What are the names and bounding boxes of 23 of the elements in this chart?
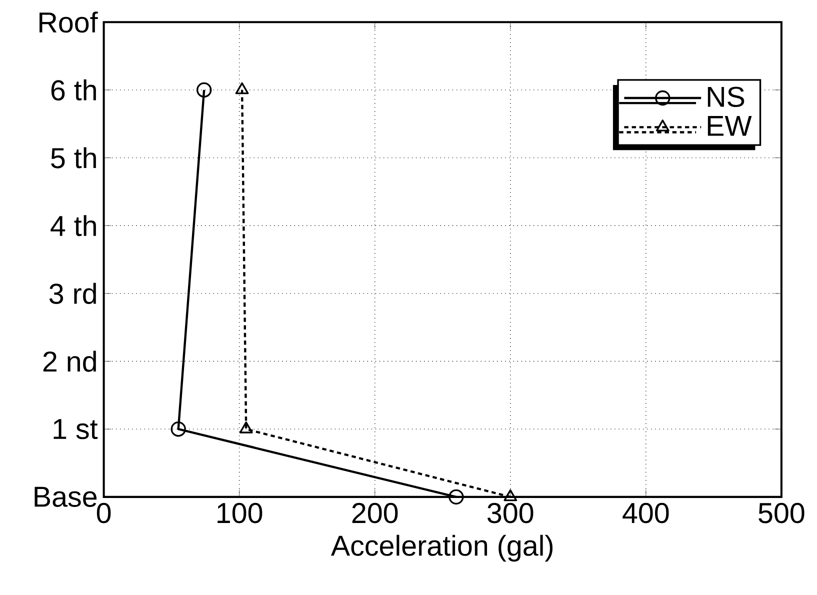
x-tick-label: 300: [488, 502, 534, 524]
x-tick-label: 400: [622, 502, 669, 524]
legend-label: EW: [708, 116, 752, 136]
x-axis-title: Acceleration (gal): [330, 534, 553, 562]
point: [504, 489, 518, 502]
y-tick-label: 3 rd: [49, 282, 96, 304]
y-tick-label: 1 st: [54, 419, 98, 440]
x-tick-label: 100: [218, 502, 262, 524]
x-tick-label: 0: [96, 502, 111, 524]
x-tick-label: 200: [352, 502, 398, 524]
point: [235, 82, 249, 94]
y-tick-label: 4 th: [50, 215, 96, 236]
legend-label: NS: [708, 86, 744, 108]
y-tick-label: 2 nd: [43, 350, 96, 372]
y-tick-label: 6 th: [51, 79, 96, 101]
point: [239, 422, 253, 434]
point: [170, 422, 186, 437]
y-tick-label: Roof: [40, 12, 98, 33]
x-tick-label: 500: [758, 502, 804, 524]
point: [196, 82, 212, 98]
y-tick-label: Base: [34, 486, 97, 507]
point: [448, 489, 464, 505]
y-tick-label: 5 th: [51, 147, 96, 168]
